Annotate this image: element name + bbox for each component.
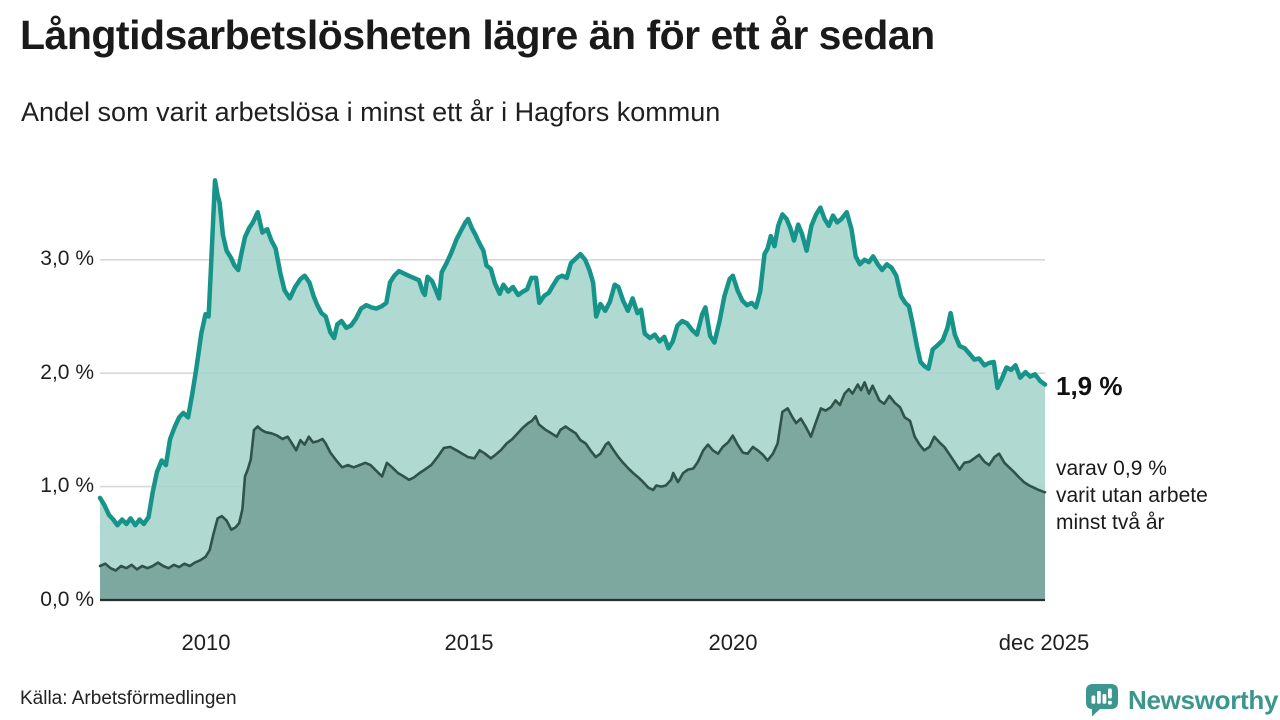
- source-note: Källa: Arbetsförmedlingen: [20, 688, 237, 709]
- y-axis-tick-label: 0,0 %: [40, 588, 94, 611]
- chart-subtitle: Andel som varit arbetslösa i minst ett å…: [21, 97, 721, 127]
- x-axis-tick-label: 2020: [708, 630, 758, 655]
- newsworthy-logo-text: Newsworthy: [1128, 684, 1279, 715]
- x-axis-tick-label: dec 2025: [998, 630, 1090, 655]
- series-unemployed-one-year-line: [97, 178, 1048, 528]
- series-unemployed-two-years-line: [98, 381, 1047, 572]
- chart-title: Långtidsarbetslösheten lägre än för ett …: [20, 12, 935, 58]
- series-unemployed-two-years-area: [100, 382, 1045, 600]
- y-axis-tick-label: 2,0 %: [40, 361, 94, 384]
- y-axis-tick-label: 1,0 %: [40, 474, 94, 497]
- end-value-note: varav 0,9 % varit utan arbete minst två …: [1056, 457, 1208, 534]
- newsworthy-logo-icon: [1084, 682, 1120, 718]
- x-axis-tick-label: 2015: [444, 630, 494, 655]
- end-value-label: 1,9 %: [1056, 371, 1123, 401]
- x-axis-tick-label: 2010: [181, 630, 231, 655]
- newsworthy-logo[interactable]: Newsworthy: [1084, 682, 1278, 718]
- y-axis-tick-label: 3,0 %: [40, 247, 94, 270]
